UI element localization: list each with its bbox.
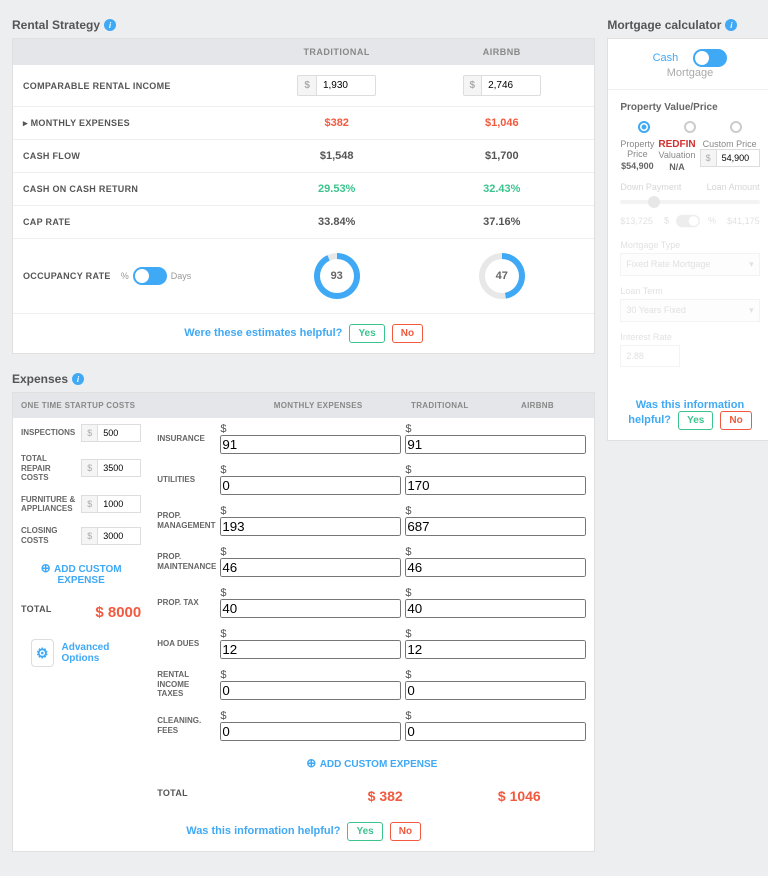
occupancy-air-donut: 47 [479,253,525,299]
startup-header: ONE TIME STARTUP COSTS [13,393,266,418]
insurance-trad[interactable] [220,435,401,454]
total-monthly-air: $ 1046 [452,788,586,804]
coc-air: 32.43% [419,183,584,195]
income-label: COMPARABLE RENTAL INCOME [23,81,254,91]
info-icon[interactable]: i [725,19,737,31]
coc-trad: 29.53% [254,183,419,195]
no-button[interactable]: No [720,411,751,430]
add-startup-expense[interactable]: ADD CUSTOM EXPENSE [21,551,141,596]
cashflow-label: CASH FLOW [23,151,254,161]
insurance-air[interactable] [405,435,586,454]
repair-label: TOTAL REPAIR COSTS [21,454,75,483]
cash-label[interactable]: Cash [653,52,679,64]
proptax-trad[interactable] [220,599,401,618]
info-icon[interactable]: i [72,373,84,385]
hoa-trad[interactable] [220,640,401,659]
helpful-text: Were these estimates helpful? [184,327,342,339]
custom-price-input[interactable] [716,149,760,167]
propmgmt-air[interactable] [405,517,586,536]
redfin-logo: REDFIN [658,139,695,150]
cleaning-air[interactable] [405,722,586,741]
rentax-air[interactable] [405,681,586,700]
cap-label: CAP RATE [23,217,254,227]
col-airbnb: AIRBNB [419,47,584,57]
coc-label: CASH ON CASH RETURN [23,184,254,194]
no-button[interactable]: No [390,822,421,841]
advanced-options[interactable]: ⚙Advanced Options [21,629,141,677]
mortgage-type-select: Fixed Rate Mortgage▾ [620,253,759,276]
air-header: AIRBNB [489,401,587,410]
closing-input[interactable] [97,527,141,545]
monthly-header: MONTHLY EXPENSES [274,401,391,410]
custom-price-radio[interactable] [730,121,742,133]
cashflow-trad: $1,548 [254,150,419,162]
total-monthly-trad: $ 382 [318,788,452,804]
col-traditional: TRADITIONAL [254,47,419,57]
mortgage-panel: Cash Mortgage Property Value/Price Prope… [607,38,768,441]
occupancy-toggle[interactable] [133,267,167,285]
propmaint-air[interactable] [405,558,586,577]
proptax-air[interactable] [405,599,586,618]
trad-header: TRADITIONAL [391,401,489,410]
loan-term-select: 30 Years Fixed▾ [620,299,759,322]
occupancy-label: OCCUPANCY RATE [23,271,111,281]
interest-rate-input: 2.88 [620,345,680,367]
expenses-trad: $382 [254,117,419,129]
expenses-panel: ONE TIME STARTUP COSTS MONTHLY EXPENSES … [12,392,595,852]
gear-icon: ⚙ [31,639,54,667]
repair-input[interactable] [97,459,141,477]
income-air-input[interactable] [481,75,541,96]
hoa-air[interactable] [405,640,586,659]
utilities-trad[interactable] [220,476,401,495]
property-value-label: Property Value/Price [620,102,759,113]
yes-button[interactable]: Yes [347,822,382,841]
mortgage-label[interactable]: Mortgage [667,67,713,79]
closing-label: CLOSING COSTS [21,526,75,545]
cap-trad: 33.84% [254,216,419,228]
propmgmt-trad[interactable] [220,517,401,536]
inspections-label: INSPECTIONS [21,428,75,438]
add-monthly-expense[interactable]: ADD CUSTOM EXPENSE [157,746,586,780]
property-price-radio[interactable] [638,121,650,133]
total-label: TOTAL [21,604,52,621]
no-button[interactable]: No [392,324,423,343]
valuation-radio[interactable] [684,121,696,133]
utilities-air[interactable] [405,476,586,495]
income-trad-input[interactable] [316,75,376,96]
cap-air: 37.16% [419,216,584,228]
expenses-title: Expenses [12,372,68,386]
mortgage-title: Mortgage calculator [607,18,721,32]
rental-strategy-title: Rental Strategy [12,18,100,32]
down-payment-slider [620,200,759,204]
occupancy-trad-donut: 93 [314,253,360,299]
yes-button[interactable]: Yes [678,411,713,430]
rentax-trad[interactable] [220,681,401,700]
cleaning-trad[interactable] [220,722,401,741]
yes-button[interactable]: Yes [349,324,384,343]
inspections-input[interactable] [97,424,141,442]
furniture-input[interactable] [97,495,141,513]
expenses-air: $1,046 [419,117,584,129]
info-icon[interactable]: i [104,19,116,31]
rental-strategy-panel: TRADITIONAL AIRBNB COMPARABLE RENTAL INC… [12,38,595,354]
furniture-label: FURNITURE & APPLIANCES [21,495,75,514]
expenses-label[interactable]: ▸ MONTHLY EXPENSES [23,118,254,129]
total-startup: $ 8000 [95,604,141,621]
cash-mortgage-toggle[interactable] [693,49,727,67]
propmaint-trad[interactable] [220,558,401,577]
cashflow-air: $1,700 [419,150,584,162]
